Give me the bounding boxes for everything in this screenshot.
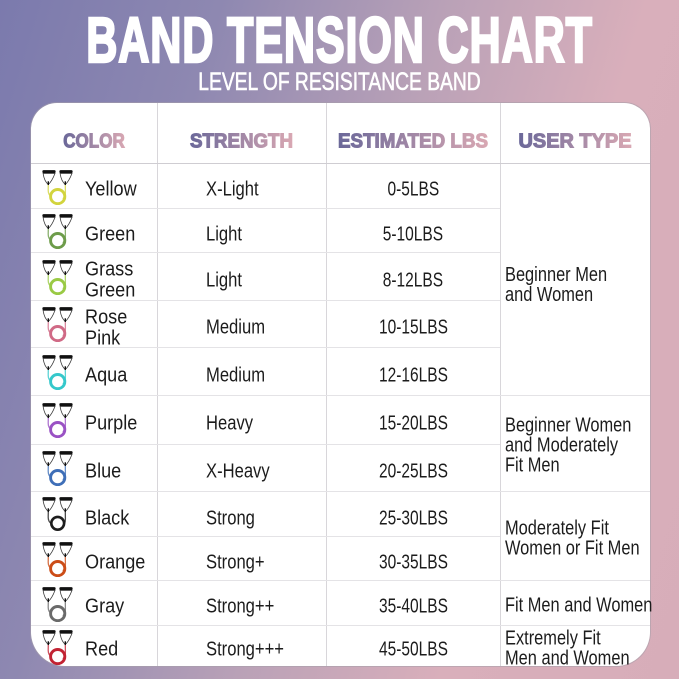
svg-text:USER TYPE: USER TYPE (519, 131, 632, 153)
svg-text:STRENGTH: STRENGTH (190, 131, 293, 153)
svg-text:COLOR: COLOR (63, 131, 125, 153)
svg-text:ESTIMATED LBS: ESTIMATED LBS (338, 131, 488, 153)
